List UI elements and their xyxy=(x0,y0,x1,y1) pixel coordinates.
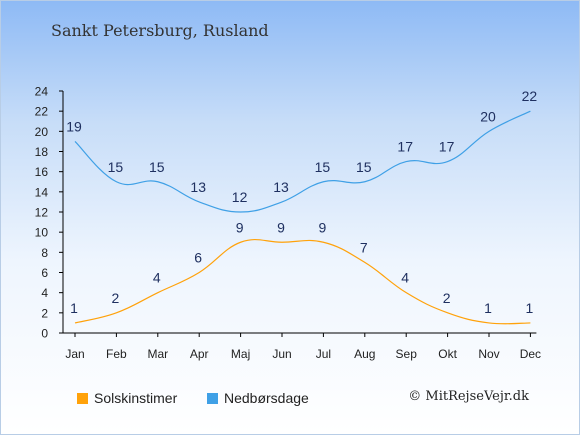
data-point-sun xyxy=(198,271,200,273)
series-line-sun xyxy=(74,238,531,325)
data-point-sun xyxy=(281,241,283,243)
data-label-sun: 4 xyxy=(153,270,161,286)
data-label-rain: 22 xyxy=(522,88,538,104)
data-point-sun xyxy=(239,241,241,243)
x-tick-label: Jan xyxy=(65,347,84,361)
legend-label-sun: Solskinstimer xyxy=(94,390,178,406)
legend-item-rain: Nedbørsdage xyxy=(207,390,309,406)
y-tick-label: 4 xyxy=(41,286,48,300)
data-point-rain xyxy=(281,201,283,203)
data-label-sun: 2 xyxy=(112,290,120,306)
x-tick-label: Dec xyxy=(520,347,541,361)
data-point-sun xyxy=(529,322,531,324)
y-tick-label: 18 xyxy=(35,145,49,159)
data-point-sun xyxy=(115,312,117,314)
data-label-rain: 15 xyxy=(108,159,124,175)
data-point-rain xyxy=(157,181,159,183)
data-point-rain xyxy=(74,140,76,142)
legend-swatch-sun xyxy=(77,392,88,404)
y-tick-label: 20 xyxy=(35,125,49,139)
data-label-rain: 15 xyxy=(149,159,165,175)
data-label-sun: 9 xyxy=(277,219,285,235)
y-tick-label: 16 xyxy=(35,165,49,179)
data-label-rain: 13 xyxy=(273,179,289,195)
data-point-rain xyxy=(239,211,241,213)
data-label-rain: 20 xyxy=(480,108,496,124)
data-label-sun: 1 xyxy=(70,300,78,316)
chart-title: Sankt Petersburg, Rusland xyxy=(51,21,269,40)
data-label-rain: 19 xyxy=(66,118,82,134)
data-label-sun: 9 xyxy=(319,219,327,235)
x-tick-label: Nov xyxy=(478,347,499,361)
data-point-rain xyxy=(364,181,366,183)
data-point-sun xyxy=(322,241,324,243)
x-tick-label: Jul xyxy=(316,347,331,361)
x-tick-label: Feb xyxy=(106,347,127,361)
data-point-rain xyxy=(405,160,407,162)
data-label-sun: 1 xyxy=(484,300,492,316)
data-point-sun xyxy=(157,291,159,293)
data-label-sun: 6 xyxy=(194,250,202,266)
data-label-sun: 9 xyxy=(236,219,244,235)
x-tick-label: Maj xyxy=(231,347,250,361)
y-tick-label: 24 xyxy=(35,85,49,99)
data-point-sun xyxy=(488,322,490,324)
series-line-rain xyxy=(74,110,531,213)
data-point-rain xyxy=(322,181,324,183)
x-tick-label: Sep xyxy=(396,347,418,361)
data-label-sun: 2 xyxy=(443,290,451,306)
data-point-sun xyxy=(364,261,366,263)
legend-swatch-rain xyxy=(207,392,218,404)
data-label-rain: 15 xyxy=(356,159,372,175)
data-label-rain: 17 xyxy=(439,139,455,155)
x-tick-label: Apr xyxy=(190,347,209,361)
y-tick-label: 12 xyxy=(35,206,49,220)
y-tick-label: 8 xyxy=(41,246,48,260)
data-point-rain xyxy=(198,201,200,203)
y-tick-label: 2 xyxy=(41,306,48,320)
x-tick-label: Mar xyxy=(147,347,168,361)
data-point-rain xyxy=(446,160,448,162)
data-point-rain xyxy=(488,130,490,132)
data-point-rain xyxy=(529,110,531,112)
data-point-sun xyxy=(446,312,448,314)
data-point-rain xyxy=(115,181,117,183)
data-label-rain: 12 xyxy=(232,189,248,205)
y-tick-label: 14 xyxy=(35,185,49,199)
data-label-sun: 7 xyxy=(360,239,368,255)
data-point-sun xyxy=(405,291,407,293)
y-tick-label: 10 xyxy=(35,226,49,240)
data-label-rain: 15 xyxy=(315,159,331,175)
data-label-sun: 4 xyxy=(401,270,409,286)
y-tick-label: 22 xyxy=(35,105,49,119)
y-tick-label: 0 xyxy=(41,327,48,341)
legend-label-rain: Nedbørsdage xyxy=(224,390,309,406)
y-tick-label: 6 xyxy=(41,266,48,280)
data-label-rain: 17 xyxy=(397,139,413,155)
data-label-sun: 1 xyxy=(526,300,534,316)
data-label-rain: 13 xyxy=(190,179,206,195)
x-tick-label: Jun xyxy=(272,347,291,361)
site-credit: © MitRejseVejr.dk xyxy=(408,389,529,404)
legend-item-sun: Solskinstimer xyxy=(77,390,177,406)
x-tick-label: Okt xyxy=(438,347,457,361)
data-point-sun xyxy=(74,322,76,324)
x-tick-label: Aug xyxy=(354,347,375,361)
